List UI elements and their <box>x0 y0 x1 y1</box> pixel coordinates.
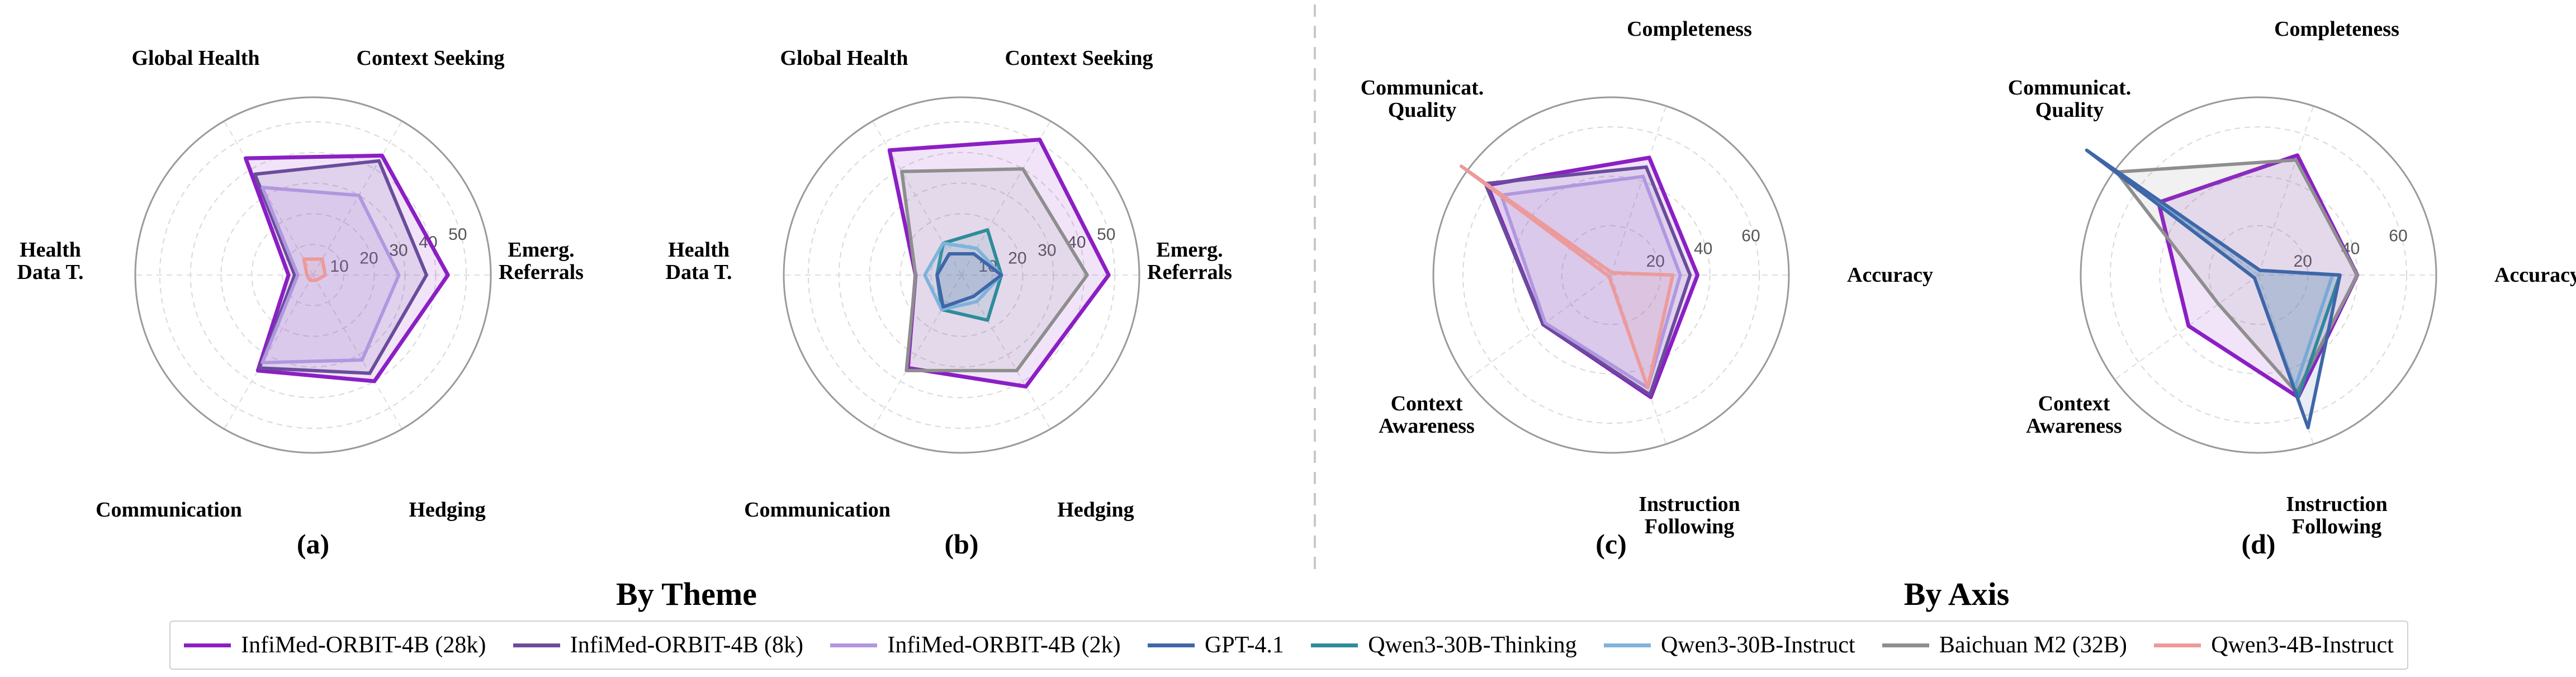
radar-axis-label: Communicat. Quality <box>1361 76 1484 122</box>
radar-axis-label: Context Seeking <box>357 46 505 70</box>
panel-label: (c) <box>1595 528 1627 560</box>
legend-label: Qwen3-30B-Instruct <box>1660 632 1855 658</box>
radar-tick-label: 20 <box>359 249 378 268</box>
legend-swatch <box>513 643 560 647</box>
legend-swatch <box>1882 643 1929 647</box>
group-title-by-theme: By Theme <box>616 576 757 612</box>
radar-series-polygon <box>253 159 428 375</box>
radar-tick-label: 40 <box>1694 239 1712 258</box>
legend-swatch <box>1147 643 1195 647</box>
radar-series-polygon <box>302 257 327 282</box>
radar-panels: 10 20 30 40 50 Emerg. Referrals Context Seeking… <box>17 17 2576 560</box>
radar-tick-label: 50 <box>448 225 467 244</box>
radar-axis-label: Health Data T. <box>666 238 732 284</box>
legend-item: Qwen3-30B-Instruct <box>1603 632 1855 659</box>
legend-swatch <box>184 643 231 647</box>
legend-item: GPT-4.1 <box>1147 632 1284 659</box>
radar-axis-label: Global Health <box>131 46 259 70</box>
legend-item: InfiMed-ORBIT-4B (2k) <box>830 632 1121 659</box>
radar-grid-ring <box>2110 126 2407 424</box>
radar-axis-label: Instruction Following <box>2286 493 2388 538</box>
radar-axis-label: Instruction Following <box>1639 493 1740 538</box>
legend-label: InfiMed-ORBIT-4B (28k) <box>241 632 486 658</box>
radar-axis-label: Accuracy <box>2494 263 2576 287</box>
radar-series-polygon <box>2085 148 2342 429</box>
legend-label: Qwen3-30B-Thinking <box>1368 632 1577 658</box>
panel-label: (a) <box>297 528 329 560</box>
radar-axis-label: Context Seeking <box>1005 46 1153 70</box>
radar-axis-label: Completeness <box>2274 17 2399 41</box>
radar-figure: 10 20 30 40 50 Emerg. Referrals Context Seeking… <box>17 4 2576 612</box>
radar-axis-label: Completeness <box>1627 17 1752 41</box>
radar-axis-label: Context Awareness <box>2026 392 2122 438</box>
radar-axis-label: Accuracy <box>1847 263 1933 287</box>
legend-item: Baichuan M2 (32B) <box>1882 632 2127 659</box>
legend: InfiMed-ORBIT-4B (28k) InfiMed-ORBIT-4B (… <box>169 621 2408 670</box>
radar-outer-ring <box>2080 96 2437 454</box>
legend-label: Qwen3-4B-Instruct <box>2211 632 2394 658</box>
legend-label: GPT-4.1 <box>1204 632 1284 658</box>
radar-axis-label: Health Data T. <box>17 238 84 284</box>
radar-outer-ring <box>783 96 1140 454</box>
legend-item: Qwen3-30B-Thinking <box>1311 632 1577 659</box>
radar-axis-label: Communication <box>96 498 242 522</box>
radar-panel: 20 40 60 Accuracy Completeness Communicat. Qua… <box>1361 17 1933 560</box>
radar-tick-label: 10 <box>330 257 348 276</box>
radar-tick-label: 50 <box>1097 225 1115 244</box>
radar-series-polygon <box>2156 153 2360 399</box>
radar-tick-label: 20 <box>1008 249 1026 268</box>
legend-item: Qwen3-4B-Instruct <box>2154 632 2394 659</box>
legend-swatch <box>830 643 878 647</box>
legend-label: Baichuan M2 (32B) <box>1939 632 2127 658</box>
legend-label: InfiMed-ORBIT-4B (2k) <box>887 632 1121 658</box>
radar-tick-label: 30 <box>389 241 408 259</box>
legend-swatch <box>1603 643 1651 647</box>
radar-tick-label: 30 <box>1038 241 1056 259</box>
radar-outer-ring <box>1432 96 1790 454</box>
radar-axis-label: Communication <box>744 498 891 522</box>
legend-swatch <box>1311 643 1358 647</box>
radar-tick-label: 20 <box>2294 252 2312 271</box>
panel-label: (d) <box>2241 528 2275 560</box>
legend-swatch <box>2154 643 2201 647</box>
legend-label: InfiMed-ORBIT-4B (8k) <box>570 632 803 658</box>
radar-axis-label: Global Health <box>780 46 908 70</box>
radar-axis-label: Communicat. Quality <box>2008 76 2132 122</box>
radar-tick-label: 20 <box>1646 252 1665 271</box>
group-title-by-axis: By Axis <box>1904 576 2010 612</box>
radar-series-polygon <box>935 252 1003 309</box>
radar-axis-label: Context Awareness <box>1379 392 1475 438</box>
legend-item: InfiMed-ORBIT-4B (28k) <box>184 632 486 659</box>
radar-tick-label: 60 <box>2389 226 2407 245</box>
radar-series-polygon <box>261 186 401 364</box>
radar-axis-label: Hedging <box>409 498 485 522</box>
radar-axis-label: Emerg. Referrals <box>1147 238 1232 284</box>
radar-grid-ring <box>1462 126 1760 424</box>
radar-tick-label: 60 <box>1741 226 1760 245</box>
radar-series-polygon <box>1460 164 1675 390</box>
radar-axis-label: Hedging <box>1057 498 1134 522</box>
panel-label: (b) <box>944 528 978 560</box>
radar-grid-ring <box>1512 176 1711 375</box>
legend-item: InfiMed-ORBIT-4B (8k) <box>513 632 803 659</box>
radar-axis-label: Emerg. Referrals <box>499 238 584 284</box>
radar-outer-ring <box>134 96 492 454</box>
